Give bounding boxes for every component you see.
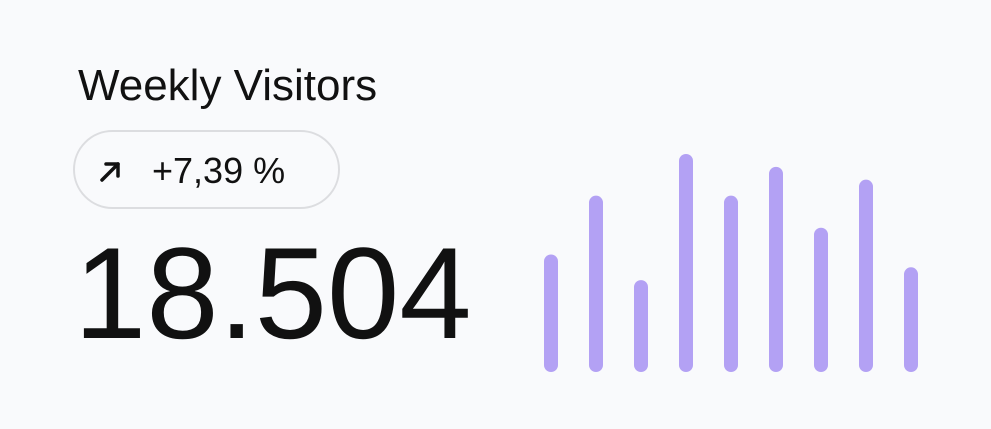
bar — [814, 227, 828, 372]
bar — [859, 179, 873, 372]
change-text: +7,39 % — [152, 150, 285, 191]
sparkline-bars — [544, 154, 918, 372]
bar — [679, 154, 693, 372]
bar — [769, 166, 783, 372]
bar — [589, 195, 603, 372]
bar — [544, 254, 558, 372]
arrow-up-right-icon — [100, 162, 120, 182]
bar — [724, 195, 738, 372]
metric-value: 18.504 — [74, 220, 472, 366]
change-badge — [73, 130, 340, 209]
bar — [904, 267, 918, 372]
bar — [634, 280, 648, 372]
card-title: Weekly Visitors — [78, 61, 377, 110]
